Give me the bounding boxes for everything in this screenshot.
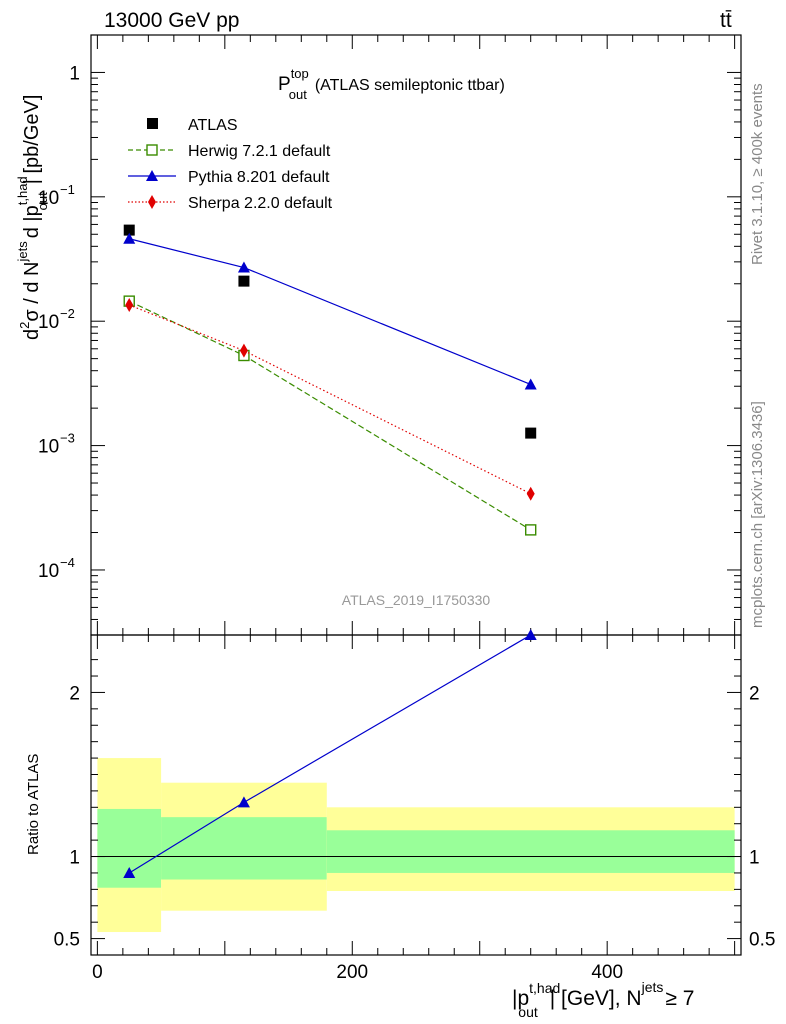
data-point-pythia-0 — [123, 232, 136, 244]
main-title-sub: out — [289, 87, 307, 102]
y-label-s1: 2 — [17, 322, 32, 329]
y-label-p1: d — [21, 329, 43, 340]
main-title-base: P — [278, 74, 291, 95]
legend-marker-sherpa — [148, 195, 156, 209]
ratio-axis-label: Ratio to ATLAS — [25, 754, 42, 855]
legend-label-sherpa: Sherpa 2.2.0 default — [188, 195, 333, 212]
ratio-axis-ticks: 0.5 0.5 1 1 2 2 — [54, 659, 775, 951]
legend-marker-atlas — [147, 118, 158, 129]
series-line-pythia — [129, 238, 531, 386]
y-tick-label: 1 — [69, 63, 80, 84]
y-tick-exponent: −3 — [60, 431, 75, 446]
data-point-sherpa-0 — [125, 297, 134, 312]
y-label-sub3: out — [35, 192, 50, 210]
y-label-s2: jets — [15, 241, 30, 263]
ratio-tick-label-right: 2 — [749, 683, 760, 704]
y-axis-ticks: 110−110−210−310−4 — [38, 34, 741, 636]
data-point-pythia-2 — [524, 378, 537, 390]
y-tick-label: 10 — [38, 312, 59, 333]
legend: ATLAS Herwig 7.2.1 default Pythia 8.201 … — [128, 117, 333, 212]
legend-label-pythia: Pythia 8.201 default — [188, 169, 330, 186]
x-label-sup2: jets — [641, 979, 664, 995]
x-tick-label: 200 — [336, 962, 368, 983]
x-tick-label: 400 — [591, 962, 623, 983]
x-axis-label: |pt,had out | [GeV], Njets≥ 7 — [512, 979, 694, 1020]
y-label-p3: d |p — [21, 205, 43, 238]
series-line-sherpa — [129, 304, 531, 495]
band-inner-1 — [161, 817, 327, 880]
ratio-panel-frame — [90, 634, 742, 956]
data-point-atlas-1 — [238, 275, 250, 287]
x-label-sup1: t,had — [529, 980, 560, 996]
data-point-herwig-2 — [525, 524, 537, 536]
x-label-p2: | [GeV], N — [550, 987, 642, 1010]
legend-label-atlas: ATLAS — [188, 117, 238, 134]
energy-label: 13000 GeV pp — [104, 9, 239, 32]
data-point-sherpa-1 — [239, 343, 248, 358]
legend-marker-pythia — [146, 170, 158, 181]
mcplots-label: mcplots.cern.ch [arXiv:1306.3436] — [749, 401, 766, 628]
y-tick-exponent: −2 — [60, 306, 75, 321]
process-label: tt̄ — [720, 9, 732, 32]
ratio-point-pythia-0 — [123, 866, 136, 878]
analysis-watermark: ATLAS_2019_I1750330 — [342, 592, 491, 608]
ratio-tick-label-left: 1 — [69, 848, 80, 869]
data-point-sherpa-2 — [526, 486, 535, 501]
y-tick-label: 10 — [38, 561, 59, 582]
data-point-atlas-0 — [123, 224, 135, 236]
series-line-herwig — [128, 300, 532, 531]
ratio-tick-label-right: 1 — [749, 848, 760, 869]
ratio-tick-label-left: 2 — [69, 683, 80, 704]
band-inner-2 — [326, 830, 735, 873]
ratio-point-pythia-1 — [237, 796, 250, 808]
data-point-atlas-2 — [525, 427, 537, 439]
y-tick-exponent: −1 — [60, 182, 75, 197]
legend-marker-herwig — [146, 144, 158, 156]
main-title: Ptop out (ATLAS semileptonic ttbar) — [278, 66, 505, 102]
ratio-tick-label-left: 0.5 — [54, 930, 80, 951]
main-title-sup: top — [291, 66, 309, 81]
y-tick-label: 10 — [38, 437, 59, 458]
series-layer — [123, 224, 537, 536]
y-label-s3: t,had — [15, 176, 30, 205]
y-tick-exponent: −4 — [60, 555, 75, 570]
rivet-label: Rivet 3.1.10, ≥ 400k events — [749, 83, 766, 265]
x-tick-label: 0 — [92, 962, 103, 983]
main-title-rest: (ATLAS semileptonic ttbar) — [315, 77, 505, 94]
ratio-point-pythia-2 — [524, 629, 537, 640]
x-label-p1: |p — [512, 987, 529, 1010]
x-label-p3: ≥ 7 — [665, 987, 694, 1010]
y-label-p2: σ / d N — [21, 262, 43, 322]
x-label-sub1: out — [518, 1004, 538, 1020]
y-axis-label: d2σ / d Njets d |pt,had out | [pb/GeV] — [15, 95, 50, 340]
legend-label-herwig: Herwig 7.2.1 default — [188, 143, 331, 160]
ratio-tick-label-right: 0.5 — [749, 930, 775, 951]
ratio-series-layer — [123, 629, 537, 878]
y-tick-label: 10 — [38, 188, 59, 209]
data-point-pythia-1 — [237, 261, 250, 273]
x-axis-ticks: 0 200 400 — [92, 35, 736, 983]
y-label-p4: | [pb/GeV] — [21, 95, 43, 185]
uncertainty-bands — [97, 758, 735, 933]
